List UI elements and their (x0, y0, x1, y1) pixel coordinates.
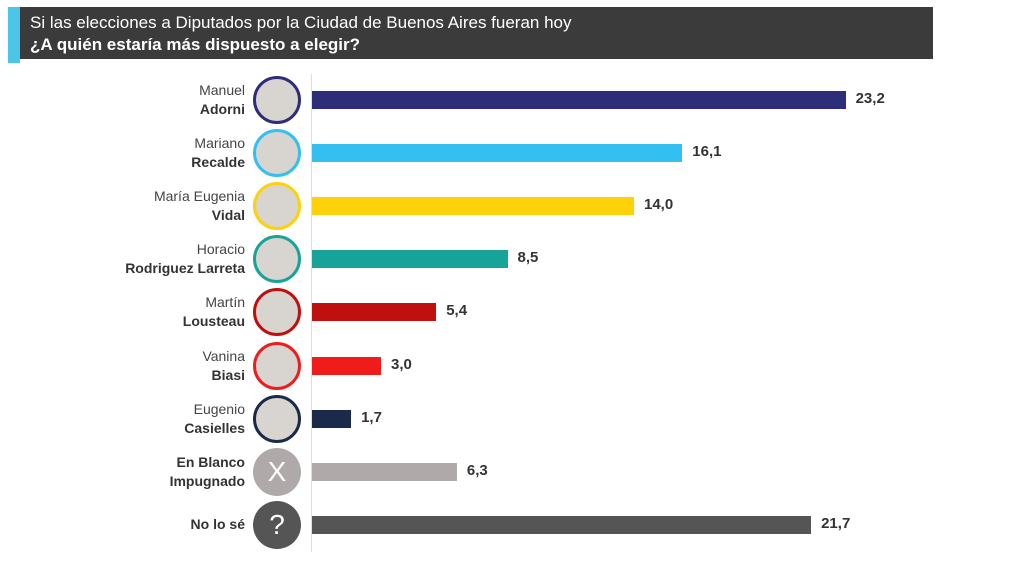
first-name: Mariano (194, 135, 245, 152)
value-label: 21,7 (821, 514, 851, 532)
candidate-avatar (253, 288, 301, 337)
question-icon: ? (253, 500, 301, 549)
bar (312, 515, 812, 534)
candidate-avatar (253, 235, 301, 284)
last-name: Vidal (211, 207, 245, 224)
category-label: Eugenio Casielles (184, 400, 245, 438)
bar (312, 250, 508, 269)
first-name: María Eugenia (153, 188, 245, 205)
last-name: Rodriguez Larreta (125, 260, 245, 277)
value-label: 8,5 (517, 249, 539, 267)
first-name: Martín (205, 294, 245, 311)
last-name: Biasi (211, 366, 245, 383)
first-name: Horacio (196, 241, 245, 258)
category-label: Mariano Recalde (191, 134, 245, 172)
bar (312, 462, 457, 481)
chart-header: Si las elecciones a Diputados por la Ciu… (8, 7, 933, 63)
last-name: Adorni (199, 101, 245, 117)
bar (312, 91, 846, 109)
value-label: 1,7 (361, 408, 382, 426)
bar (312, 356, 381, 375)
last-name: Lousteau (182, 313, 245, 330)
bar (312, 197, 634, 216)
chart-question: ¿A quién estaría más dispuesto a elegir? (30, 35, 361, 54)
value-label: 16,1 (692, 143, 722, 161)
bar (312, 409, 352, 428)
value-label: 3,0 (391, 355, 412, 373)
value-label: 5,4 (446, 302, 468, 320)
category-label: Martín Lousteau (183, 293, 245, 331)
category-label: En Blanco Impugnado (169, 453, 245, 489)
first-name: Manuel (199, 82, 245, 98)
first-name: Vanina (202, 347, 245, 364)
value-label: 6,3 (466, 461, 488, 479)
value-label: 23,2 (855, 90, 885, 107)
category-label: No lo sé (190, 515, 245, 532)
value-label: 14,0 (644, 196, 674, 214)
chart-title: Si las elecciones a Diputados por la Ciu… (30, 13, 572, 32)
category-label: Manuel Adorni (199, 81, 245, 119)
bar (312, 144, 683, 163)
category-label: Vanina Biasi (202, 347, 245, 385)
last-name: Casielles (184, 419, 245, 436)
candidate-avatar (253, 76, 301, 124)
candidate-avatar (253, 394, 301, 443)
category-label: María Eugenia Vidal (154, 187, 245, 225)
x-icon: X (253, 447, 301, 496)
header-accent (8, 7, 20, 63)
category-label: Horacio Rodriguez Larreta (125, 240, 245, 278)
last-name: Recalde (191, 154, 245, 171)
candidate-avatar (253, 341, 301, 390)
y-axis-line (311, 74, 312, 552)
candidate-avatar (253, 182, 301, 231)
candidate-avatar (253, 129, 301, 178)
first-name: Eugenio (193, 400, 245, 417)
bar (312, 303, 437, 322)
